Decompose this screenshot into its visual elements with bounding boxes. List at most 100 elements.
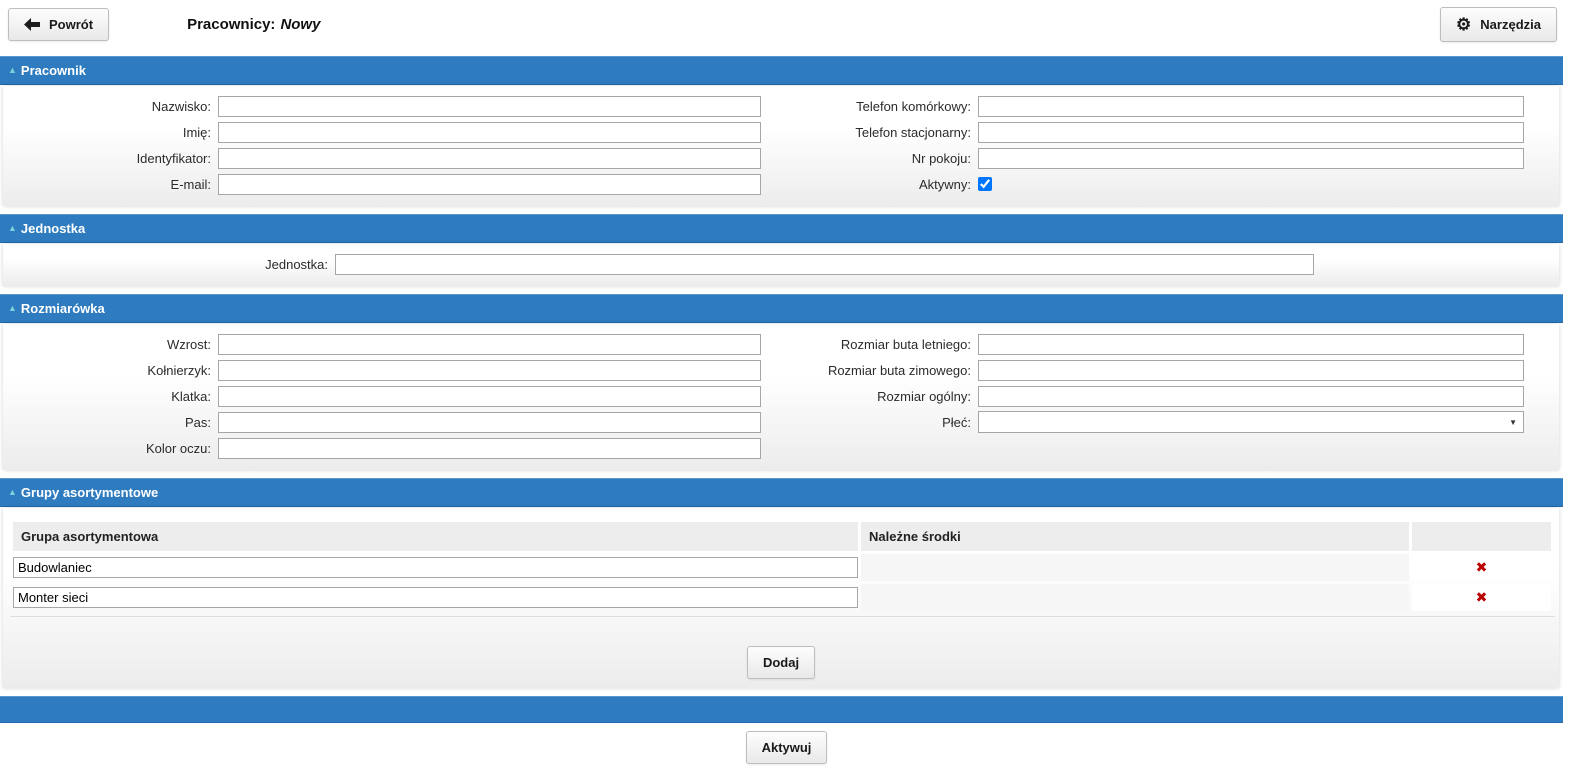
- aktywny-checkbox[interactable]: [978, 177, 992, 191]
- form-row: Rozmiar buta zimowego:: [764, 357, 1559, 383]
- collapse-arrow-icon: ▲: [8, 303, 17, 313]
- nazwisko-input[interactable]: [218, 95, 761, 117]
- telefon-stacjonarny-label: Telefon stacjonarny:: [855, 124, 971, 140]
- aktywuj-button[interactable]: Aktywuj: [745, 731, 828, 764]
- section-header-pracownik[interactable]: ▲ Pracownik: [0, 56, 1563, 85]
- aktywny-label: Aktywny:: [918, 176, 971, 192]
- narzedzia-button-label: Narzędzia: [1480, 16, 1541, 32]
- kolor-oczu-label: Kolor oczu:: [145, 440, 211, 456]
- kolnierzyk-label: Kołnierzyk:: [147, 362, 211, 378]
- column-header-nalezne-srodki: Należne środki: [861, 522, 1409, 551]
- form-row: Nr pokoju:: [764, 145, 1559, 171]
- plec-label: Płeć:: [942, 414, 971, 430]
- rozmiar-buta-zimowego-label: Rozmiar buta zimowego:: [827, 362, 971, 378]
- footer-bar: [0, 696, 1563, 723]
- collapse-arrow-icon: ▲: [8, 487, 17, 497]
- nalezne-srodki-cell: [861, 584, 1409, 611]
- top-bar: Powrót Pracownicy: Nowy ⚙ Narzędzia: [0, 0, 1573, 48]
- email-input[interactable]: [218, 173, 761, 195]
- delete-icon[interactable]: ✖: [1475, 559, 1488, 575]
- section-title-rozmiarowka: Rozmiarówka: [20, 301, 105, 316]
- rozmiar-ogolny-label: Rozmiar ogólny:: [877, 388, 971, 404]
- telefon-komorkowy-input[interactable]: [978, 95, 1524, 117]
- powrot-button-label: Powrót: [49, 16, 94, 32]
- page-title: Pracownicy: Nowy: [187, 16, 320, 33]
- form-row: Wzrost:: [3, 331, 764, 357]
- form-row: Telefon stacjonarny:: [764, 119, 1559, 145]
- table-underline: [10, 616, 1555, 617]
- form-row: Nazwisko:: [3, 93, 764, 119]
- form-row: Płeć: ▼: [764, 409, 1559, 435]
- delete-icon[interactable]: ✖: [1475, 589, 1488, 605]
- section-header-jednostka[interactable]: ▲ Jednostka: [0, 214, 1563, 243]
- section-header-grupy-asortymentowe[interactable]: ▲ Grupy asortymentowe: [0, 478, 1563, 507]
- nr-pokoju-label: Nr pokoju:: [911, 150, 971, 166]
- page-title-prefix: Pracownicy:: [187, 15, 276, 33]
- section-header-rozmiarowka[interactable]: ▲ Rozmiarówka: [0, 294, 1563, 323]
- collapse-arrow-icon: ▲: [8, 65, 17, 75]
- rozmiar-buta-letniego-label: Rozmiar buta letniego:: [840, 336, 971, 352]
- wzrost-input[interactable]: [218, 333, 761, 355]
- pas-label: Pas:: [184, 414, 211, 430]
- form-row: Telefon komórkowy:: [764, 93, 1559, 119]
- form-row: Imię:: [3, 119, 764, 145]
- email-label: E-mail:: [170, 176, 211, 192]
- grupa-input[interactable]: [13, 587, 858, 608]
- grupa-input[interactable]: [13, 557, 858, 578]
- narzedzia-button[interactable]: ⚙ Narzędzia: [1440, 6, 1557, 42]
- form-row: Aktywny:: [764, 171, 1559, 197]
- table-row: ✖: [13, 554, 1551, 581]
- column-header-actions: [1412, 522, 1551, 551]
- wzrost-label: Wzrost:: [166, 336, 211, 352]
- section-body-pracownik: Nazwisko: Telefon komórkowy: Imię: Telef…: [3, 86, 1559, 206]
- form-row: Klatka:: [3, 383, 764, 409]
- rozmiar-ogolny-input[interactable]: [978, 385, 1524, 407]
- nazwisko-label: Nazwisko:: [151, 98, 211, 114]
- grupy-table: Grupa asortymentowa Należne środki ✖ ✖: [10, 519, 1554, 614]
- jednostka-input[interactable]: [335, 253, 1314, 275]
- nr-pokoju-input[interactable]: [978, 147, 1524, 169]
- section-body-jednostka: Jednostka:: [3, 244, 1559, 286]
- telefon-stacjonarny-input[interactable]: [978, 121, 1524, 143]
- powrot-button[interactable]: Powrót: [8, 7, 110, 41]
- gear-icon: ⚙: [1456, 14, 1472, 34]
- form-row: Rozmiar ogólny:: [764, 383, 1559, 409]
- aktywuj-button-label: Aktywuj: [761, 740, 812, 755]
- dodaj-button-label: Dodaj: [762, 655, 800, 670]
- nalezne-srodki-cell: [861, 554, 1409, 581]
- rozmiar-buta-zimowego-input[interactable]: [978, 359, 1524, 381]
- jednostka-label: Jednostka:: [265, 256, 328, 272]
- identyfikator-input[interactable]: [218, 147, 761, 169]
- section-title-jednostka: Jednostka: [20, 221, 86, 236]
- section-title-grupy-asortymentowe: Grupy asortymentowe: [20, 485, 159, 500]
- identyfikator-label: Identyfikator:: [136, 150, 211, 166]
- pas-input[interactable]: [218, 411, 761, 433]
- form-row: Pas:: [3, 409, 764, 435]
- imie-input[interactable]: [218, 121, 761, 143]
- plec-select[interactable]: ▼: [978, 411, 1524, 433]
- kolor-oczu-input[interactable]: [218, 437, 761, 459]
- kolnierzyk-input[interactable]: [218, 359, 761, 381]
- back-arrow-icon: [24, 17, 40, 31]
- section-body-rozmiarowka: Wzrost: Rozmiar buta letniego: Kołnierzy…: [3, 324, 1559, 470]
- form-row: Identyfikator:: [3, 145, 764, 171]
- klatka-input[interactable]: [218, 385, 761, 407]
- dodaj-button[interactable]: Dodaj: [746, 646, 816, 679]
- table-row: ✖: [13, 584, 1551, 611]
- klatka-label: Klatka:: [171, 388, 211, 404]
- form-row: Kolor oczu:: [3, 435, 764, 461]
- imie-label: Imię:: [182, 124, 211, 140]
- form-row: E-mail:: [3, 171, 764, 197]
- rozmiar-buta-letniego-input[interactable]: [978, 333, 1524, 355]
- table-header-row: Grupa asortymentowa Należne środki: [13, 522, 1551, 551]
- form-row: Rozmiar buta letniego:: [764, 331, 1559, 357]
- form-row: Jednostka:: [3, 251, 1559, 277]
- column-header-grupa-asortymentowa: Grupa asortymentowa: [13, 522, 858, 551]
- dropdown-arrow-icon: ▼: [1509, 417, 1517, 427]
- collapse-arrow-icon: ▲: [8, 223, 17, 233]
- form-row: Kołnierzyk:: [3, 357, 764, 383]
- section-title-pracownik: Pracownik: [20, 63, 86, 78]
- page-title-value: Nowy: [280, 15, 321, 33]
- telefon-komorkowy-label: Telefon komórkowy:: [856, 98, 971, 114]
